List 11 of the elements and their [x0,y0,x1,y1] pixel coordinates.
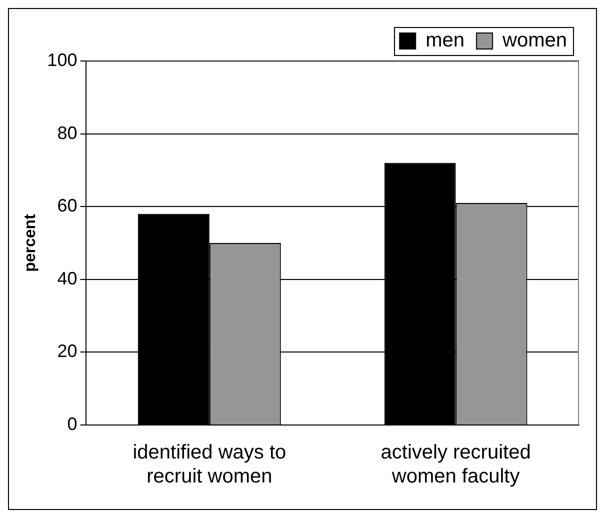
y-tick-label: 20 [57,341,78,362]
legend-label: women [502,30,568,52]
y-tick-label: 0 [67,414,78,434]
legend-label: men [426,30,465,52]
y-tick-label: 60 [57,196,78,216]
y-axis-title: percent [22,213,40,272]
x-tick-label: identified ways to recruit women [132,442,286,488]
y-tick-label: 100 [47,50,78,70]
y-tick-label: 40 [57,268,78,288]
x-tick-label: actively recruited women faculty [380,442,531,488]
y-tick-label: 80 [57,122,78,143]
